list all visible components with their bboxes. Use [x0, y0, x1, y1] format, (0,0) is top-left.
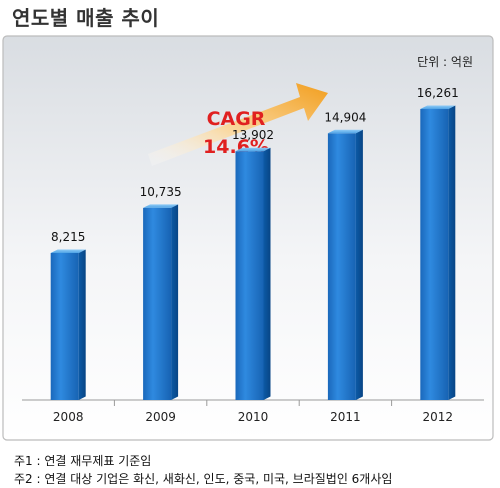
x-tick-label-2012: 2012: [423, 410, 454, 424]
bar-side-2011: [355, 129, 363, 400]
bar-top-2008: [50, 249, 86, 253]
x-tick-label-2009: 2009: [145, 410, 176, 424]
bar-2011: [327, 129, 363, 400]
bar-2008: [50, 249, 86, 400]
bars-group: 8,215 10,735 13,902 14,904 16,261: [50, 86, 459, 401]
page-title: 연도별 매출 추이: [12, 6, 160, 30]
value-label-2009: 10,735: [140, 185, 182, 199]
bar-top-2010: [235, 147, 271, 152]
bar-front-2008: [50, 252, 79, 400]
x-ticks-group: 2008 2009 2010 2011 2012: [53, 400, 453, 424]
footnote-2: 주2 : 연결 대상 기업은 화신, 새화신, 인도, 중국, 미국, 브라질법…: [14, 472, 393, 486]
bar-2012: [420, 105, 456, 401]
bar-top-2009: [143, 204, 179, 208]
value-label-2011: 14,904: [324, 110, 366, 124]
x-tick-label-2010: 2010: [238, 410, 269, 424]
value-label-2008: 8,215: [51, 230, 85, 244]
bar-2010: [235, 147, 271, 400]
unit-label: 단위 : 억원: [417, 55, 473, 69]
bar-front-2012: [420, 109, 449, 401]
bar-side-2009: [171, 204, 179, 400]
value-label-2010: 13,902: [232, 128, 274, 142]
bar-front-2011: [327, 133, 356, 400]
bar-front-2009: [143, 207, 172, 400]
bar-front-2010: [235, 151, 264, 400]
footnote-1: 주1 : 연결 재무제표 기준임: [14, 454, 152, 468]
bar-side-2010: [263, 147, 271, 400]
cagr-label: CAGR: [207, 108, 266, 130]
bar-top-2012: [420, 105, 456, 110]
bar-side-2008: [78, 249, 86, 400]
bar-2009: [143, 204, 179, 400]
value-label-2012: 16,261: [417, 86, 459, 100]
x-tick-label-2011: 2011: [330, 410, 361, 424]
cagr-arrow: [148, 83, 328, 166]
bar-top-2011: [327, 129, 363, 134]
x-tick-label-2008: 2008: [53, 410, 84, 424]
bar-side-2012: [448, 105, 456, 401]
